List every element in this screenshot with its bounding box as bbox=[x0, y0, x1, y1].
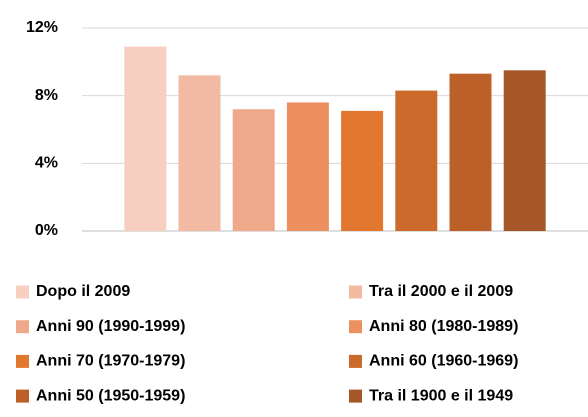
bar bbox=[449, 73, 492, 231]
legend-label: Dopo il 2009 bbox=[36, 283, 130, 300]
legend-label: Tra il 1900 e il 1949 bbox=[369, 387, 513, 404]
bar bbox=[503, 70, 546, 232]
bar bbox=[286, 102, 329, 231]
bar bbox=[395, 90, 438, 231]
y-tick-label: 4% bbox=[35, 155, 58, 172]
legend-swatch bbox=[16, 320, 29, 334]
legend-swatch bbox=[16, 354, 29, 368]
bar bbox=[232, 109, 275, 231]
legend-swatch bbox=[16, 285, 29, 299]
legend-swatch bbox=[16, 389, 29, 403]
legend-swatch bbox=[349, 354, 362, 368]
bar bbox=[341, 110, 384, 231]
y-tick-label: 8% bbox=[35, 87, 58, 104]
y-tick-label: 0% bbox=[35, 222, 58, 239]
legend-swatch bbox=[349, 320, 362, 334]
legend-label: Anni 80 (1980-1989) bbox=[369, 318, 518, 335]
y-tick-label: 12% bbox=[26, 19, 58, 36]
legend-label: Anni 60 (1960-1969) bbox=[369, 353, 518, 370]
bar bbox=[178, 75, 221, 231]
legend-swatch bbox=[349, 389, 362, 403]
legend-label: Anni 90 (1990-1999) bbox=[36, 318, 185, 335]
legend-label: Tra il 2000 e il 2009 bbox=[369, 283, 513, 300]
legend-label: Anni 50 (1950-1959) bbox=[36, 387, 185, 404]
bar bbox=[124, 46, 167, 231]
legend-swatch bbox=[349, 285, 362, 299]
legend-label: Anni 70 (1970-1979) bbox=[36, 353, 185, 370]
